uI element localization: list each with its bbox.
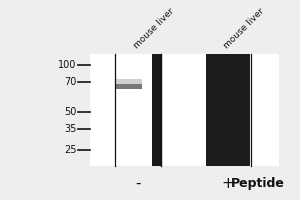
Text: 50: 50: [64, 107, 76, 117]
Bar: [116, 84, 142, 89]
Text: -: -: [135, 176, 141, 191]
Text: +: +: [222, 176, 234, 191]
Bar: [90, 54, 279, 166]
Bar: [152, 54, 161, 166]
Text: 25: 25: [64, 145, 76, 155]
Text: 70: 70: [64, 77, 76, 87]
Text: mouse liver: mouse liver: [132, 7, 176, 51]
Text: 35: 35: [64, 124, 76, 134]
Bar: [116, 79, 142, 84]
Bar: [206, 54, 250, 166]
Text: 100: 100: [58, 60, 76, 70]
Text: mouse liver: mouse liver: [222, 7, 266, 51]
Text: Peptide: Peptide: [231, 177, 285, 190]
